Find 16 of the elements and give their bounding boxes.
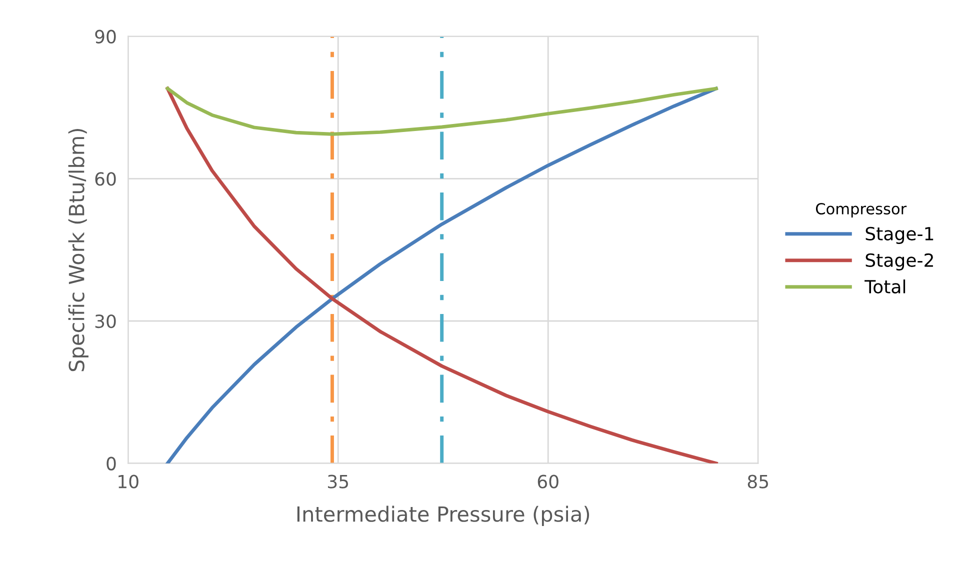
y-tick-label: 30 — [95, 314, 116, 328]
x-tick-label: 10 — [118, 474, 138, 488]
y-tick-label: 60 — [95, 172, 116, 186]
legend-label: Total — [864, 280, 906, 294]
x-tick-label: 35 — [328, 474, 348, 488]
legend-label: Stage-1 — [866, 226, 934, 244]
y-tick-label: 90 — [95, 30, 116, 44]
legend-title: Compressor — [816, 202, 907, 218]
legend-label: Stage-2 — [866, 253, 933, 270]
x-axis-title: Intermediate Pressure (psia) — [297, 506, 590, 526]
line-series — [166, 86, 718, 136]
x-tick-label: 85 — [748, 474, 768, 488]
y-tick-label: 0 — [106, 456, 116, 470]
line-series — [166, 86, 718, 464]
y-axis-title: Specific Work (Btu/lbm) — [68, 128, 88, 372]
x-tick-label: 60 — [538, 474, 558, 488]
